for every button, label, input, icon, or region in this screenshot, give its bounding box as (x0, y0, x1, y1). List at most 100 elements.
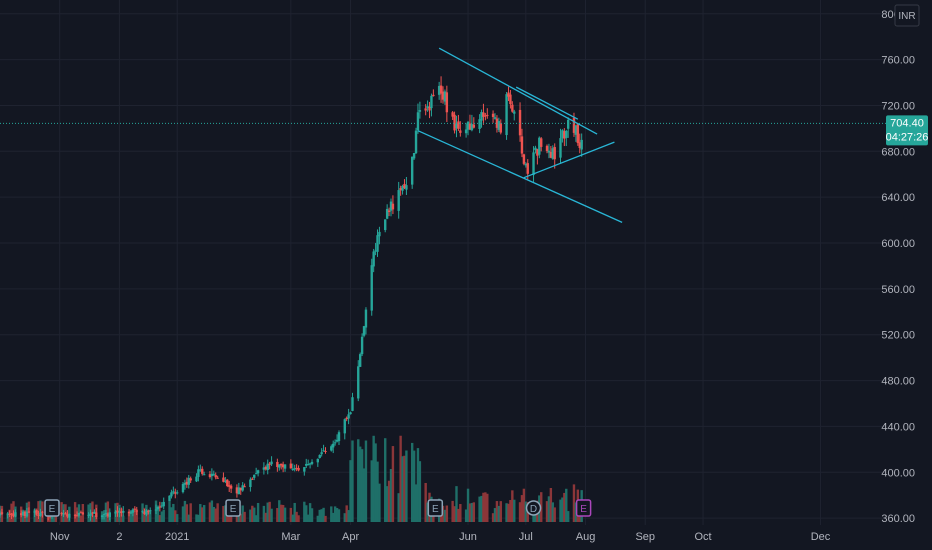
volume-bar (410, 442, 414, 522)
volume-bar (122, 515, 125, 522)
upper-channel[interactable] (438, 47, 598, 135)
candle-body (174, 492, 177, 494)
candle-body (335, 439, 339, 442)
candle-body (536, 149, 539, 156)
volume-bar (561, 497, 564, 522)
volume-bar (308, 503, 312, 522)
lower-channel[interactable] (417, 130, 623, 223)
trendlines[interactable] (417, 47, 623, 223)
volume-bar (513, 499, 516, 522)
candle-body (280, 463, 283, 466)
candle-body (513, 111, 516, 114)
candle-body (172, 491, 175, 493)
volume-bar (160, 511, 163, 522)
candle-body (453, 114, 456, 131)
y-tick-label: 640.00 (881, 192, 915, 204)
candle-body (289, 463, 293, 469)
candle-body (195, 476, 198, 482)
candle-body (412, 152, 416, 159)
candle-body (565, 130, 568, 138)
volume-bar (545, 501, 549, 522)
volume-bar (401, 456, 404, 522)
candle-body (497, 121, 501, 130)
candle-body (39, 512, 42, 516)
candle-body (141, 511, 144, 513)
candle-body (324, 450, 327, 452)
x-tick-label: 2021 (165, 531, 189, 543)
event-marker-E[interactable]: E (44, 499, 60, 517)
lower-triangle-line[interactable] (523, 141, 615, 179)
volume-bar (374, 443, 377, 522)
candle-body (21, 511, 25, 516)
currency-badge[interactable]: INR (894, 4, 920, 27)
candle-body (241, 485, 244, 491)
candle-body (439, 85, 443, 94)
candle-body (293, 468, 296, 470)
candle-body (185, 481, 189, 485)
event-marker-E[interactable]: E (575, 499, 592, 517)
upper-triangle-line[interactable] (515, 86, 579, 120)
candle-body (563, 131, 566, 139)
candle-body (566, 119, 570, 129)
candle-body (135, 510, 138, 512)
candle-body (540, 138, 543, 147)
volume-bar (482, 492, 485, 522)
volume-bar (518, 502, 522, 522)
volume-bar (320, 509, 323, 522)
time-axis[interactable]: Nov 2 2021 Mar Apr Jun Jul Aug Sep Oct Dec (50, 531, 831, 543)
candle-body (337, 432, 341, 442)
volume-bar (170, 507, 173, 522)
x-tick-label: Oct (694, 531, 711, 543)
x-tick-label: Dec (811, 531, 831, 543)
volume-bar (251, 505, 254, 522)
event-marker-D[interactable]: D (525, 500, 542, 516)
candle-body (511, 104, 514, 112)
volume-bar (293, 502, 296, 522)
event-marker-label: E (432, 504, 439, 515)
candle-body (127, 511, 131, 514)
candle-body (524, 164, 528, 166)
candle-body (33, 510, 36, 513)
event-marker-E[interactable]: E (427, 499, 444, 517)
candle-body (77, 513, 81, 516)
volume-bar (362, 468, 366, 522)
candle-body (75, 515, 79, 517)
candle-body (484, 115, 487, 117)
candle-body (120, 511, 123, 514)
y-tick-label: 480.00 (881, 376, 915, 388)
candle-body (318, 454, 321, 458)
volume-bar (256, 502, 260, 522)
candle-body (364, 309, 368, 328)
candle-body (343, 419, 346, 434)
volume-bar (459, 504, 462, 522)
candle-body (385, 208, 389, 219)
event-marker-E[interactable]: E (225, 499, 241, 517)
y-tick-label: 600.00 (881, 238, 915, 250)
volume-bar (208, 502, 212, 522)
candle-body (308, 463, 312, 465)
volume-bar (549, 488, 553, 522)
candle-body (455, 123, 458, 129)
candle-body (170, 492, 173, 497)
volume-bar (384, 438, 387, 522)
volume-bar (172, 503, 175, 522)
volume-bar (297, 515, 300, 522)
volume-bar (21, 510, 25, 522)
volume-bar (270, 508, 273, 522)
candle-body (79, 512, 83, 514)
volume-bar (143, 507, 146, 522)
currency-label: INR (898, 11, 915, 22)
volume-bar (23, 515, 27, 522)
candle-body (133, 508, 137, 510)
volume-bar (524, 501, 528, 522)
volume-bar (551, 502, 554, 522)
volume-bar (168, 500, 171, 522)
candle-body (201, 468, 204, 474)
price-axis[interactable]: 800.00760.00720.00680.00640.00600.00560.… (881, 9, 915, 525)
candle-body (414, 130, 418, 154)
candle-body (358, 354, 362, 367)
volume-bar (253, 507, 256, 522)
candle-body (486, 114, 489, 116)
